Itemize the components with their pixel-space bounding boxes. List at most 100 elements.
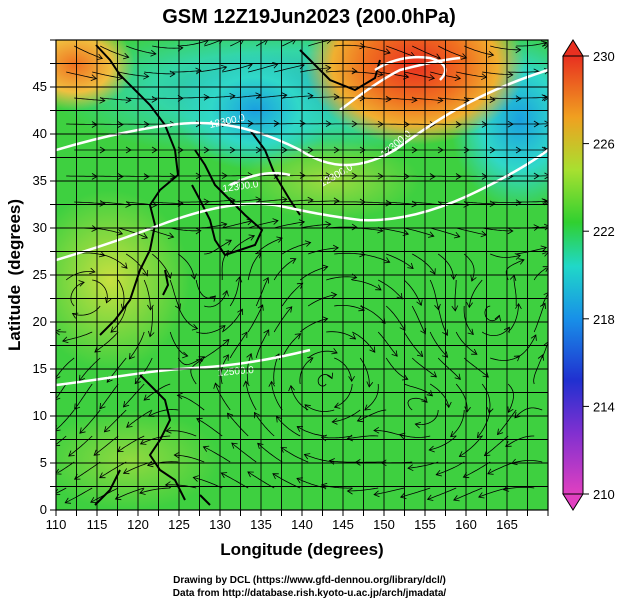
streamline-arrowhead (507, 406, 514, 413)
streamline (273, 258, 297, 281)
streamline (357, 409, 387, 422)
streamline (204, 95, 235, 99)
streamline (290, 385, 309, 411)
streamline (248, 63, 279, 73)
streamline-arrowhead (537, 354, 545, 361)
streamline (378, 279, 403, 300)
streamline-arrowhead (165, 272, 172, 279)
streamline (248, 123, 279, 125)
streamline (231, 442, 257, 463)
streamline (360, 97, 391, 100)
colorbar-tick-label: 226 (593, 137, 615, 152)
x-axis-label: Longitude (degrees) (220, 540, 383, 559)
streamline-arrowhead (139, 488, 146, 495)
streamline (178, 201, 209, 203)
streamline (196, 418, 223, 437)
streamline (118, 227, 148, 239)
streamline-arrowhead (242, 380, 250, 387)
streamline-arrowhead (542, 266, 548, 272)
streamline (229, 276, 240, 307)
streamline-arrowhead (460, 53, 468, 60)
colorbar-tick-label: 230 (593, 49, 615, 64)
streamline-arrowhead (435, 470, 442, 477)
streamline-arrowhead (191, 324, 199, 331)
graticule (56, 40, 548, 510)
streamline (503, 486, 535, 491)
shade-warm-northwest (56, 40, 135, 110)
streamline (456, 123, 488, 125)
streamline (74, 97, 105, 102)
streamline-arrowhead (515, 303, 522, 310)
streamline-arrowhead (177, 200, 184, 207)
streamline (300, 67, 331, 73)
streamline-arrowhead (78, 374, 85, 382)
streamline (99, 383, 119, 410)
streamline (378, 175, 409, 177)
streamline (427, 487, 457, 500)
streamline-arrowhead (333, 197, 340, 205)
streamline (308, 96, 339, 99)
streamline-arrowhead (416, 350, 424, 358)
streamline-arrowhead (117, 121, 124, 128)
streamline (334, 252, 365, 256)
streamline (308, 247, 339, 255)
streamline (429, 279, 439, 310)
streamline-arrowhead (421, 396, 428, 403)
streamline-arrowhead (325, 64, 332, 72)
streamline (248, 220, 279, 229)
streamline-arrowhead (453, 495, 460, 502)
streamline-arrowhead (487, 468, 494, 475)
streamline (507, 303, 519, 333)
streamline-arrowhead (257, 442, 264, 450)
streamline-arrowhead (248, 234, 256, 241)
streamline-arrowhead (257, 304, 264, 311)
streamline (490, 253, 521, 258)
streamline-arrowhead (450, 430, 457, 438)
streamline-arrowhead (240, 40, 244, 45)
streamline (364, 383, 379, 411)
streamline (178, 40, 209, 47)
y-tick-label: 30 (33, 220, 47, 235)
streamline (118, 175, 149, 177)
streamline (490, 355, 520, 361)
streamline (117, 435, 145, 453)
streamline-arrowhead (122, 468, 130, 475)
streamline-arrowhead (322, 316, 329, 323)
x-axis: 110 115 120 125 130 135 140 145 150 155 160 165 (46, 510, 549, 532)
streamline-arrowhead (288, 384, 295, 392)
streamline-arrowhead (398, 432, 406, 440)
streamline-arrowhead (261, 40, 268, 45)
streamline (245, 381, 257, 411)
streamline (374, 430, 405, 437)
streamline (403, 279, 422, 306)
streamline (56, 487, 67, 494)
streamline (326, 70, 357, 73)
streamline (152, 45, 183, 49)
streamline-arrowhead (515, 95, 522, 103)
streamline (177, 394, 205, 411)
streamline-arrowhead (235, 276, 243, 283)
streamline-arrowhead (110, 326, 117, 333)
streamline-arrowhead (247, 120, 254, 127)
streamline-arrowhead (122, 401, 130, 408)
streamline-arrowhead (198, 356, 206, 363)
streamline-arrowhead (296, 426, 304, 432)
y-tick-label: 35 (33, 173, 47, 188)
streamline-arrowhead (246, 352, 253, 360)
streamline (282, 95, 313, 99)
streamline (352, 71, 383, 76)
contours (56, 55, 548, 387)
streamline (468, 279, 483, 308)
streamline (464, 201, 495, 205)
streamline (317, 374, 333, 387)
streamline (147, 461, 179, 466)
colorbar-ticks: 210 214 218 222 226 230 (583, 49, 615, 502)
streamline (215, 382, 231, 411)
streamline (385, 357, 408, 380)
streamline-arrowhead (94, 346, 101, 353)
contour-label: 12500.0 (217, 365, 254, 379)
streamline (100, 253, 128, 269)
streamline-arrowhead (476, 431, 484, 439)
streamline (229, 331, 248, 359)
credit-drawing: Drawing by DCL (https://www.gfd-dennou.o… (173, 575, 446, 586)
